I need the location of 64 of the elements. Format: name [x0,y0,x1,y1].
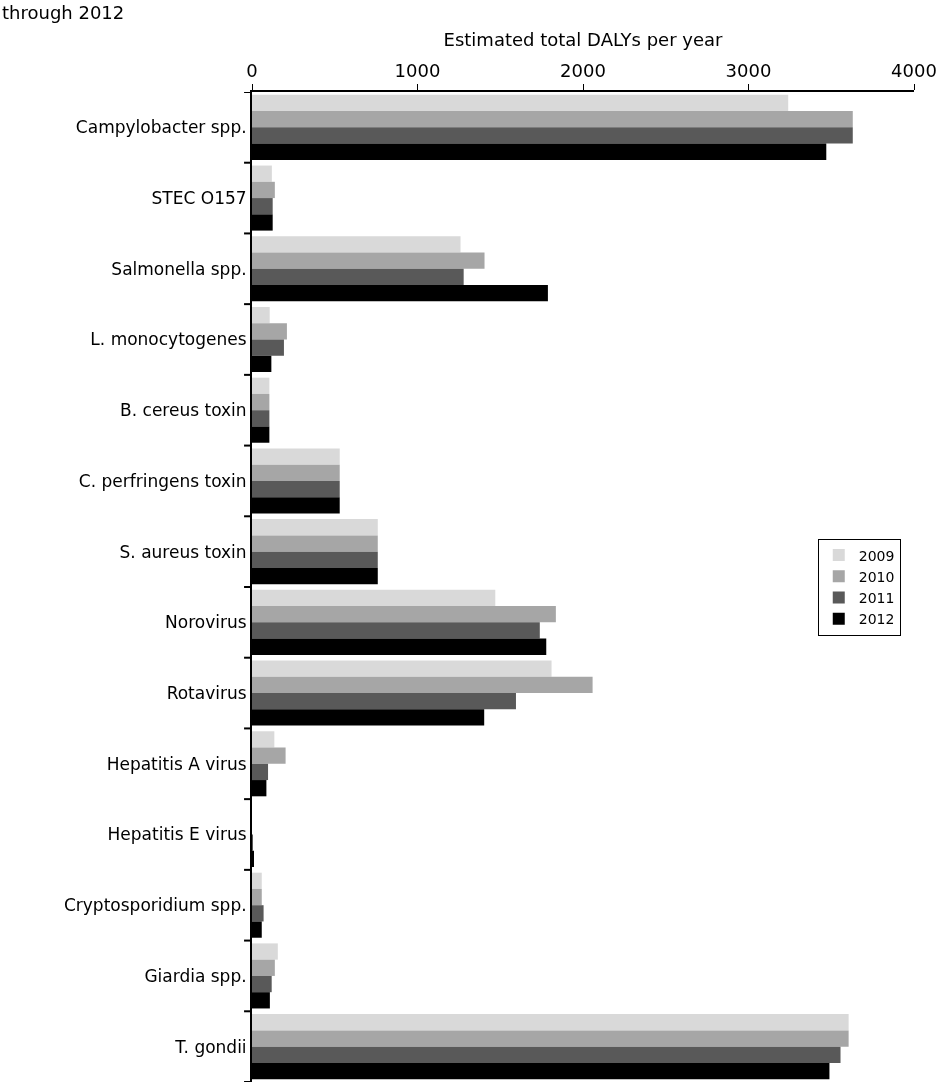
y-tick-label: Salmonella spp. [111,258,247,279]
bar [252,763,269,781]
bar [252,306,270,324]
x-tick-label: 0 [246,59,258,81]
bar [252,535,378,552]
bar [252,905,264,922]
bar [252,480,340,498]
bar [252,975,272,993]
bar [252,676,593,694]
legend-label: 2011 [858,589,895,606]
y-tick-label: S. aureus toxin [119,541,247,562]
y-tick-label: Rotavirus [166,683,247,704]
x-tick-label: 1000 [394,59,441,81]
y-tick-label: T. gondii [174,1036,247,1057]
y-tick-label: C. perfringens toxin [78,470,247,491]
bar [252,448,340,465]
x-tick-label: 2000 [560,59,606,81]
y-tick-label: Campylobacter spp. [75,117,247,138]
y-tick-label: Cryptosporidium spp. [63,895,247,916]
bar [252,464,340,481]
y-tick-label: Hepatitis E virus [107,824,247,845]
bar [252,589,496,607]
bar [252,198,273,215]
bar [252,872,262,889]
bar [252,323,287,340]
text: through 2012 [2,2,125,23]
bar [252,393,270,411]
bar [252,693,516,710]
bar [252,94,789,112]
bar [252,943,278,960]
x-axis-title: Estimated total DALYs per year [443,29,724,51]
bar [252,268,464,286]
bar [252,236,461,253]
bar [252,127,853,144]
y-tick-label: L. monocytogenes [90,329,247,350]
legend-label: 2012 [858,611,895,628]
y-tick-label: Giardia spp. [144,965,247,986]
bar [252,519,378,536]
bar [252,622,540,639]
bar [252,1046,841,1063]
bar [252,1030,849,1047]
bar [252,165,272,182]
y-tick-label: B. cereus toxin [120,400,247,421]
bar [252,1014,849,1031]
bar [252,959,275,976]
bar [252,747,286,764]
bar [252,888,262,906]
bar [252,731,275,748]
y-tick-label: Hepatitis A virus [106,753,247,774]
y-tick-label: Norovirus [165,612,247,633]
x-tick-label: 3000 [725,59,772,81]
bar [252,410,270,427]
bar [252,181,275,199]
bar [252,252,485,269]
legend-label: 2010 [858,568,895,585]
legend-label: 2009 [858,547,895,564]
bar [252,377,270,394]
bar [252,606,556,623]
y-tick-label: STEC O157 [151,188,247,209]
bar [252,339,284,356]
x-tick-label: 4000 [891,59,937,81]
bar [252,551,378,568]
bar [252,660,552,677]
bar [252,111,853,128]
